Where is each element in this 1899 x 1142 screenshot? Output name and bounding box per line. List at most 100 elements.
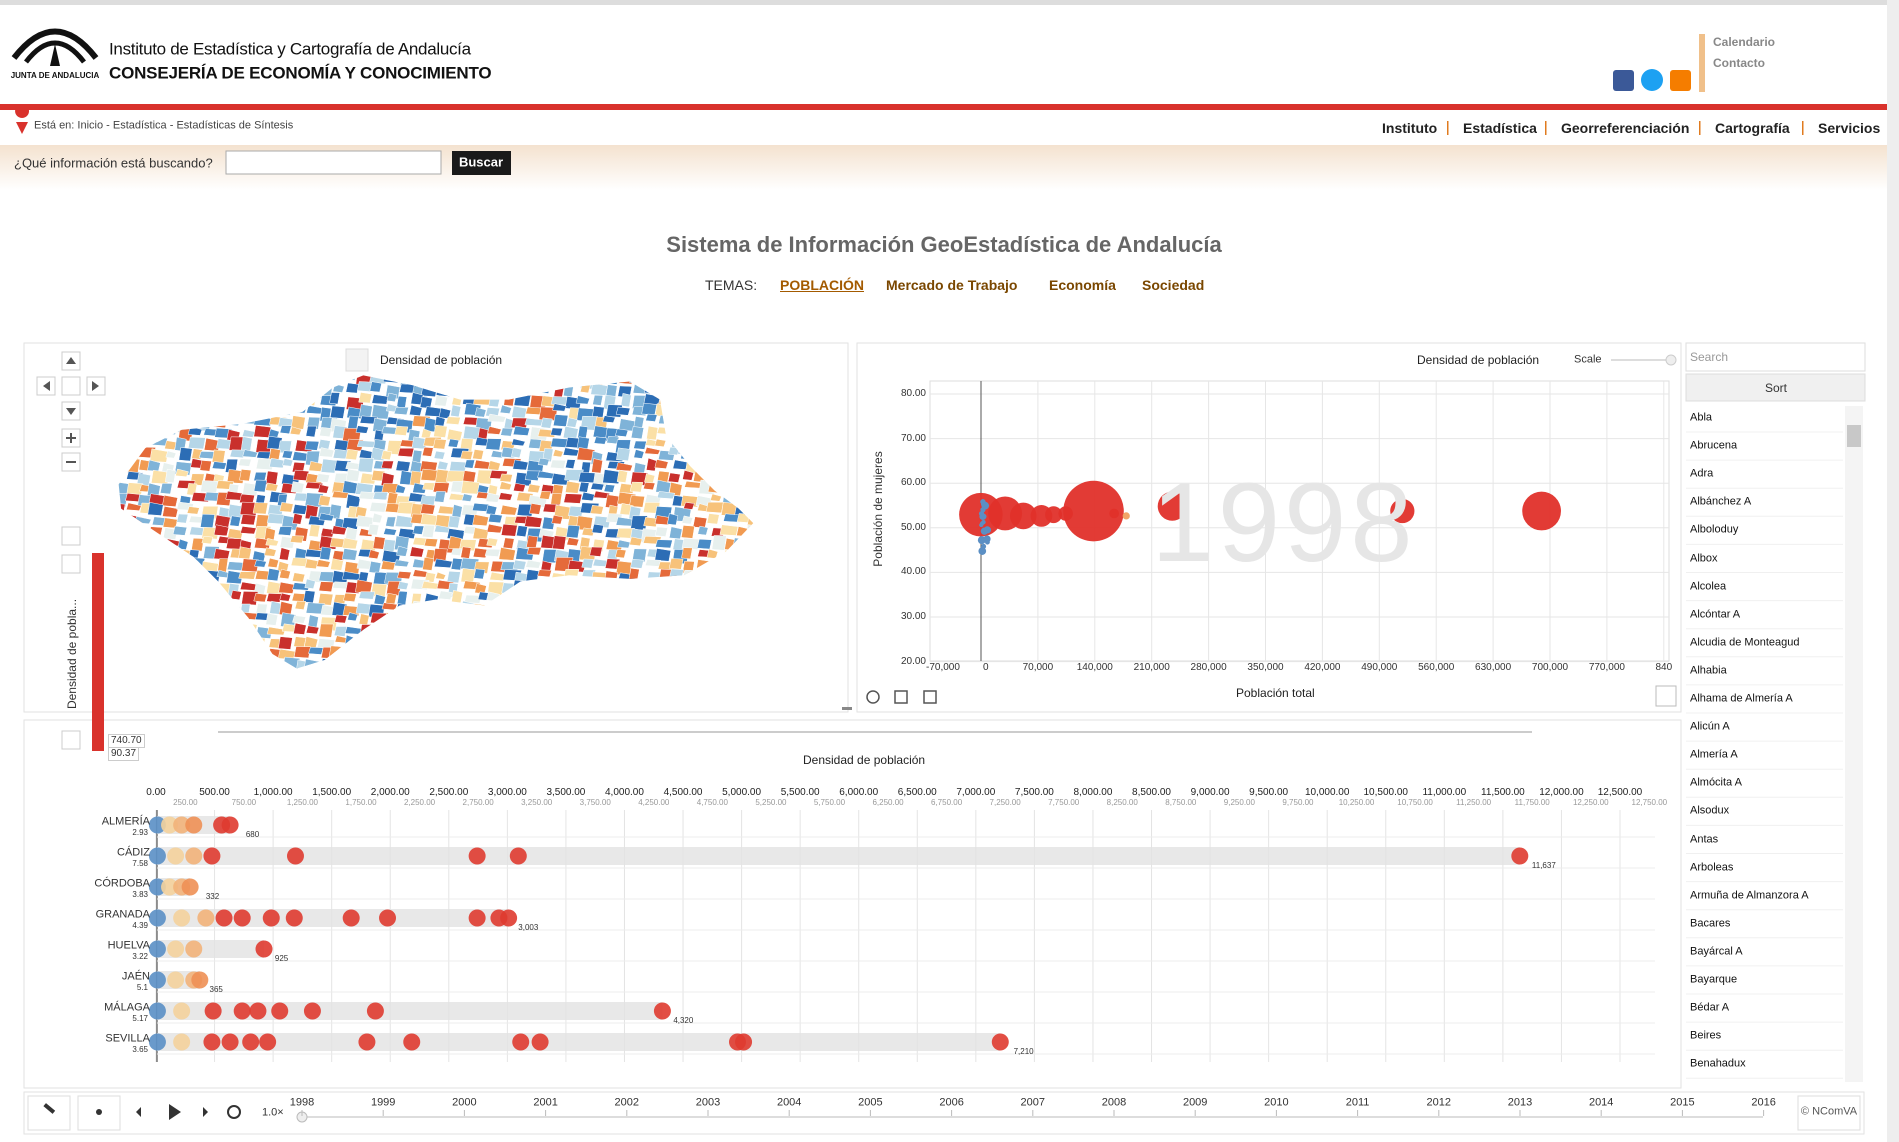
player-glyphs[interactable] [43, 1103, 241, 1120]
tools-button[interactable] [27, 1095, 71, 1131]
list-item[interactable]: Antas [1690, 833, 1719, 845]
municipality [500, 523, 518, 537]
theme-tab[interactable]: POBLACIÓN [780, 277, 864, 293]
header-link[interactable]: Contacto [1713, 56, 1765, 70]
list-item[interactable]: Alhama de Almería A [1690, 692, 1793, 705]
year-label[interactable]: 2003 [695, 1096, 721, 1109]
dot-indicator[interactable]: Densidad de población [803, 753, 926, 767]
municipality [471, 502, 490, 512]
municipality [162, 506, 179, 518]
year-label[interactable]: 2009 [1182, 1096, 1208, 1109]
year-label[interactable]: 2014 [1588, 1096, 1614, 1109]
list-item[interactable]: Alcudia de Monteagud [1690, 636, 1800, 649]
nav-link[interactable]: Cartografía [1715, 120, 1790, 136]
search-button[interactable] [452, 151, 511, 175]
play[interactable] [169, 1104, 181, 1120]
x-tick-label: 280,000 [1190, 662, 1227, 673]
theme-tab[interactable]: Economía [1049, 277, 1116, 293]
major-tick-label: 4,500.00 [663, 787, 703, 798]
year-label[interactable]: 1999 [370, 1096, 396, 1109]
year-label[interactable]: 2006 [939, 1096, 964, 1109]
list-item[interactable]: Abla [1690, 411, 1713, 424]
x-indicator[interactable]: Población total [1236, 686, 1315, 700]
year-label[interactable]: 2016 [1751, 1096, 1776, 1109]
sort-label[interactable]: Sort [1764, 381, 1788, 395]
scale-knob[interactable] [1665, 354, 1677, 366]
year-label[interactable]: 2004 [776, 1096, 802, 1109]
step-forward[interactable] [203, 1107, 208, 1117]
year-label[interactable]: 2007 [1020, 1096, 1046, 1109]
municipality [341, 517, 360, 530]
year-label[interactable]: 2002 [614, 1096, 640, 1109]
list-item[interactable]: Alicún A [1690, 720, 1730, 733]
list-item[interactable]: Alsodux [1690, 804, 1730, 817]
list-item[interactable]: Alcolea [1690, 580, 1727, 593]
nav-link[interactable]: Instituto [1382, 120, 1438, 136]
list-item[interactable]: Almería A [1690, 748, 1738, 761]
speed[interactable]: 1.0× [262, 1106, 284, 1119]
year-label[interactable]: 2005 [858, 1096, 883, 1109]
year-label[interactable]: 2008 [1101, 1096, 1127, 1109]
theme-tab[interactable]: Sociedad [1142, 277, 1205, 293]
list-item[interactable]: Abrucena [1690, 439, 1738, 452]
sort-button[interactable] [1685, 373, 1866, 402]
legend-info[interactable] [61, 730, 81, 750]
color-indicator[interactable]: Densidad de población [1417, 353, 1540, 367]
municipality [308, 524, 321, 538]
scale-slider[interactable] [1611, 359, 1671, 361]
scroll-thumb[interactable] [1847, 425, 1861, 447]
list-item[interactable]: Bayarque [1690, 973, 1738, 986]
list-item[interactable]: Arboleas [1690, 861, 1734, 874]
step-back[interactable] [136, 1107, 141, 1117]
list-item[interactable]: Albánchez A [1690, 495, 1752, 508]
list-item[interactable]: Almócita A [1690, 776, 1742, 789]
list-item[interactable]: Albox [1690, 552, 1718, 564]
time-slider-track[interactable] [218, 731, 1532, 733]
header-link[interactable]: Calendario [1713, 35, 1776, 49]
scrollbar[interactable] [1845, 406, 1863, 1082]
nav-link[interactable]: Estadística [1463, 120, 1537, 136]
map-indicator[interactable]: Densidad de población [380, 353, 503, 367]
search-input[interactable] [225, 150, 442, 175]
y-indicator[interactable]: Población de mujeres [871, 451, 885, 567]
list-search[interactable] [1685, 342, 1866, 372]
timeline-track[interactable] [302, 1116, 1763, 1118]
year-label[interactable]: 1998 [289, 1096, 315, 1109]
theme-tab[interactable]: Mercado de Trabajo [886, 277, 1018, 293]
list-item[interactable]: Beires [1690, 1029, 1722, 1042]
search-button-label[interactable]: Buscar [458, 154, 504, 170]
list-tool[interactable] [61, 554, 81, 574]
municipality [269, 457, 286, 469]
year-label[interactable]: 2013 [1507, 1096, 1533, 1109]
timeline-buttons[interactable] [27, 1095, 1861, 1131]
list-item[interactable]: Benahadux [1690, 1057, 1746, 1070]
row-max: 11,637 [1531, 861, 1556, 870]
list-item[interactable]: Alhabia [1690, 664, 1727, 677]
year-label[interactable]: 2001 [533, 1096, 558, 1109]
year-label[interactable]: 2015 [1670, 1096, 1695, 1109]
list-item[interactable]: Bédar A [1690, 1001, 1730, 1014]
loop[interactable] [227, 1105, 241, 1119]
list-item[interactable]: Adra [1690, 467, 1714, 480]
year-label[interactable]: 2000 [452, 1096, 477, 1109]
year-label[interactable]: 2012 [1426, 1096, 1452, 1109]
list-item[interactable]: Bayárcal A [1690, 945, 1743, 958]
reset[interactable] [61, 376, 81, 396]
splitter[interactable] [842, 707, 852, 710]
year-label[interactable]: 2011 [1345, 1096, 1370, 1109]
list-item[interactable]: Bacares [1690, 917, 1731, 930]
nav-link[interactable]: Servicios [1818, 120, 1881, 136]
facebook-icon[interactable] [1613, 70, 1634, 91]
list-item[interactable]: Armuña de Almanzora A [1690, 889, 1809, 902]
major-tick-label: 4,000.00 [605, 787, 644, 798]
blog-icon[interactable] [1670, 70, 1691, 91]
twitter-icon[interactable] [1641, 69, 1663, 91]
nav-link[interactable]: Georreferenciación [1561, 120, 1690, 136]
year-label[interactable]: 2010 [1264, 1096, 1289, 1109]
list-item[interactable]: Alcóntar A [1690, 608, 1741, 621]
municipality [498, 492, 513, 501]
move-tool[interactable] [61, 526, 81, 546]
search-placeholder[interactable]: Search [1690, 350, 1729, 364]
list-item[interactable]: Alboloduy [1690, 523, 1739, 536]
legend-min: 90.37 [108, 747, 140, 761]
